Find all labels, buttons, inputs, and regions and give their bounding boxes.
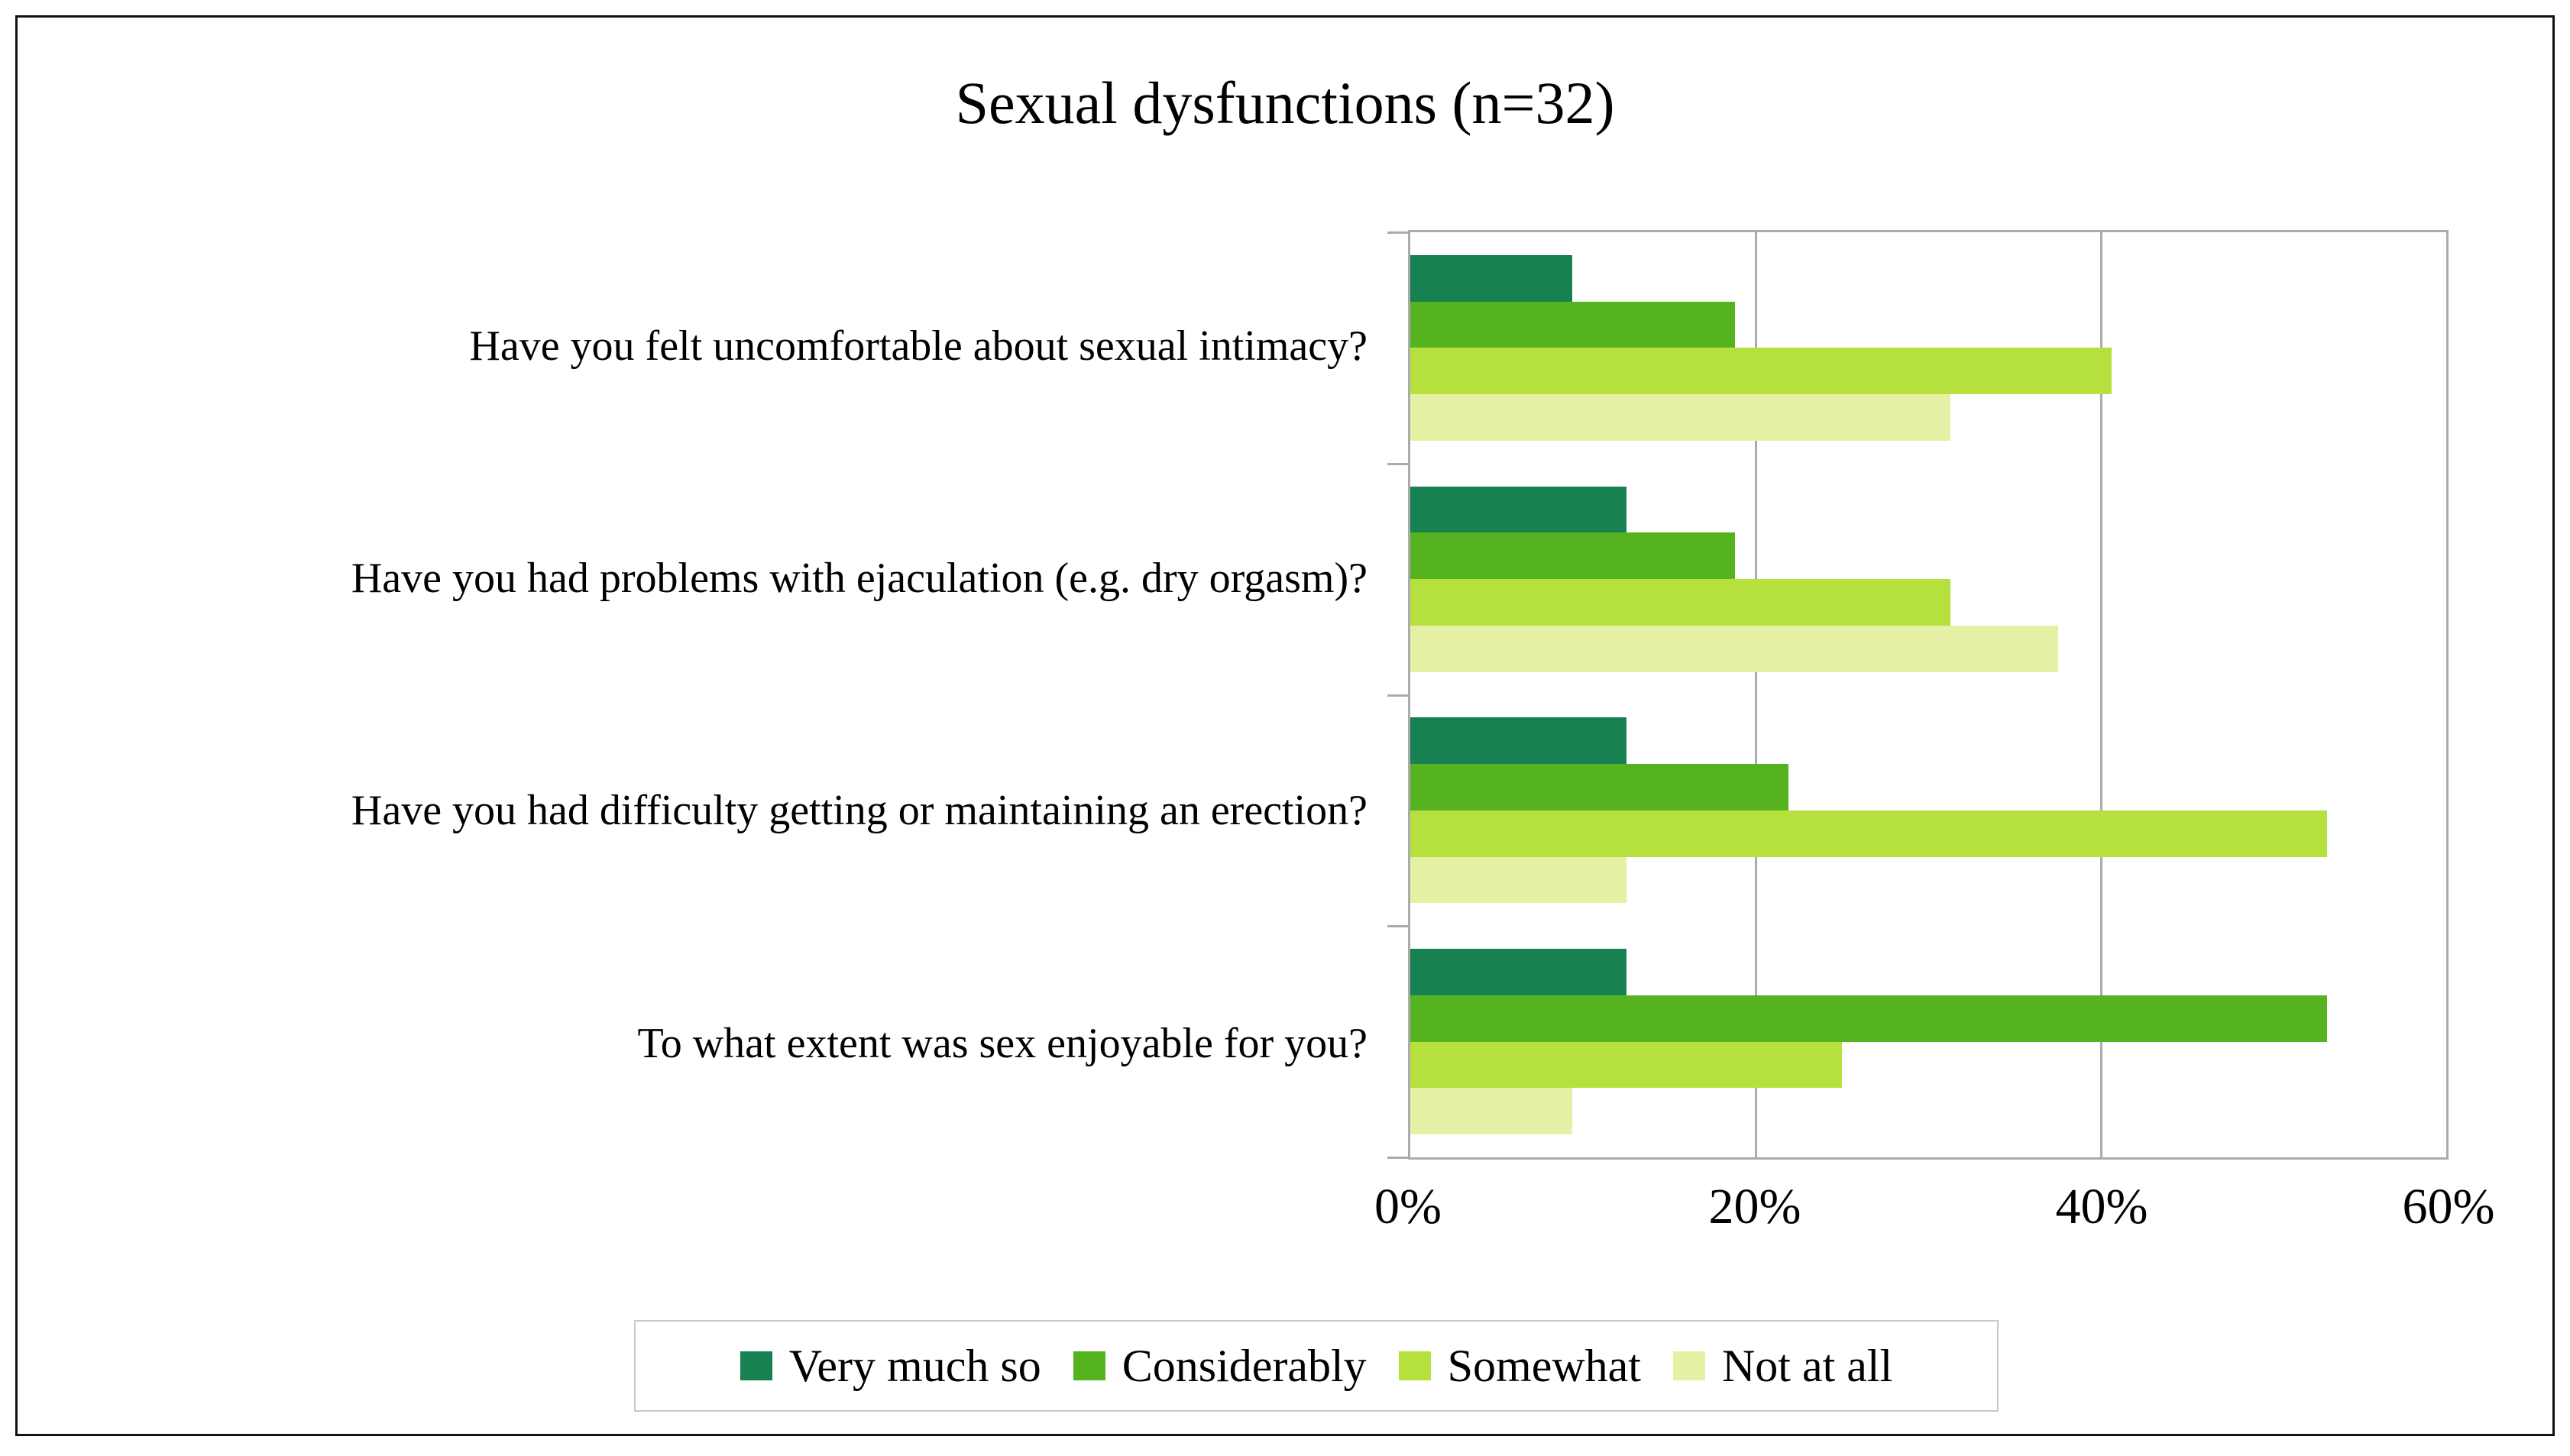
category-label: Have you felt uncomfortable about sexual…: [469, 322, 1368, 370]
gridline: [2100, 232, 2102, 1157]
legend-swatch: [1073, 1351, 1105, 1380]
bar: [1410, 1041, 1842, 1089]
bar: [1410, 949, 1626, 995]
legend-item: Considerably: [1073, 1343, 1367, 1389]
x-axis-tick-label: 20%: [1708, 1179, 1801, 1234]
gridline: [1755, 232, 1757, 1157]
chart-outer-border: [15, 15, 2555, 1436]
category-label: Have you had problems with ejaculation (…: [351, 555, 1368, 603]
plot-area: [1387, 230, 2449, 1160]
x-axis-tick-label: 60%: [2402, 1179, 2495, 1234]
category-axis-labels: Have you felt uncomfortable about sexual…: [84, 230, 1368, 1160]
x-axis-tick-labels: 0% 20% 40% 60%: [1374, 1179, 2494, 1249]
legend-swatch: [1672, 1351, 1705, 1380]
chart-title: Sexual dysfunctions (n=32): [955, 70, 1615, 136]
legend-label: Somewhat: [1447, 1341, 1641, 1391]
bar: [1410, 254, 1573, 302]
bar: [1410, 394, 1951, 441]
bar: [1410, 1088, 1573, 1134]
legend-item: Somewhat: [1398, 1341, 1641, 1391]
bar: [1410, 532, 1735, 580]
bar: [1410, 717, 1626, 765]
bar: [1410, 856, 1626, 904]
y-axis-tick: [1387, 462, 1408, 465]
bar: [1410, 625, 2058, 672]
x-axis-tick-label: 40%: [2055, 1179, 2148, 1234]
legend-item: Not at all: [1672, 1341, 1893, 1391]
legend-label: Very much so: [788, 1341, 1041, 1391]
y-axis-tick: [1387, 1157, 1408, 1159]
bar: [1410, 348, 2112, 395]
bar: [1410, 579, 1951, 626]
x-axis-tick-label: 0%: [1374, 1179, 1442, 1234]
bar: [1410, 486, 1626, 533]
legend-label: Not at all: [1721, 1341, 1893, 1391]
y-axis-tick: [1387, 925, 1408, 928]
y-axis-tick: [1387, 694, 1408, 697]
bar: [1410, 764, 1788, 811]
y-axis-tick: [1387, 231, 1408, 234]
bar: [1410, 995, 2328, 1042]
legend-swatch: [740, 1351, 772, 1380]
category-label: Have you had difficulty getting or maint…: [351, 787, 1368, 835]
legend-label: Considerably: [1122, 1341, 1367, 1391]
bar: [1410, 301, 1735, 348]
legend-swatch: [1398, 1351, 1431, 1380]
legend-item: Very much so: [740, 1343, 1041, 1389]
bar: [1410, 810, 2328, 857]
legend: Very much so Considerably Somewhat Not at a…: [634, 1320, 1999, 1412]
category-label: To what extent was sex enjoyable for you…: [637, 1019, 1368, 1067]
